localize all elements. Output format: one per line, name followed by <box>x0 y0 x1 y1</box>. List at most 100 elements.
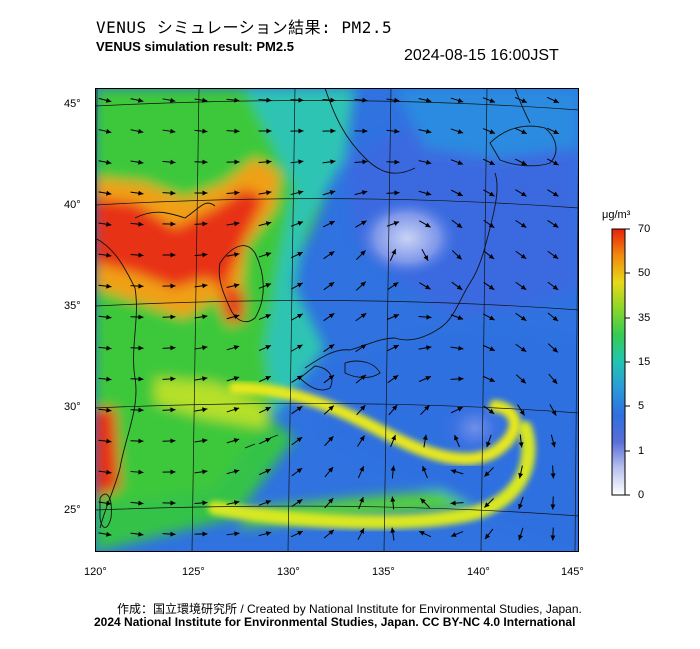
wind-arrow-head <box>519 409 525 416</box>
wind-arrow-head <box>550 504 556 510</box>
wind-arrow-head <box>233 469 240 475</box>
wind-arrow-head <box>170 345 176 351</box>
wind-arrow-head <box>297 344 303 350</box>
wind-arrow-head <box>106 438 112 444</box>
wind-arrow-head <box>458 345 464 351</box>
wind-arrow-head <box>297 282 303 288</box>
wind-arrow-head <box>451 532 457 537</box>
wind-arrow-head <box>265 407 271 412</box>
wind-arrow-head <box>489 346 495 351</box>
wind-arrow-head <box>520 253 527 259</box>
forecast-timestamp: 2024-08-15 16:00JST <box>404 47 559 64</box>
wind-arrow-head <box>266 128 272 134</box>
wind-arrow-head <box>202 438 208 444</box>
wind-arrow-head <box>423 255 429 261</box>
wind-arrow-head <box>234 221 240 227</box>
colorbar-bar <box>611 228 626 496</box>
wind-arrow-head <box>202 97 208 103</box>
wind-arrow-head <box>520 222 527 228</box>
wind-arrow-head <box>170 128 176 134</box>
wind-arrow-head <box>359 528 365 534</box>
wind-arrow-head <box>170 190 176 196</box>
wind-arrow-head <box>425 222 431 228</box>
wind-arrow-head <box>233 438 240 443</box>
wind-arrow-head <box>266 159 272 165</box>
wind-arrow-head <box>297 190 304 196</box>
wind-arrow-head <box>456 284 463 290</box>
wind-arrow-head <box>296 468 303 474</box>
wind-arrow-head <box>484 533 491 540</box>
wind-arrow-head <box>202 221 208 227</box>
wind-arrow-head <box>138 252 144 258</box>
wind-arrow-head <box>234 190 240 196</box>
wind-arrow-head <box>296 406 303 412</box>
wind-arrow-head <box>298 159 304 165</box>
wind-arrow-head <box>552 315 559 322</box>
wind-arrow-head <box>488 253 495 259</box>
wind-arrow-head <box>170 252 176 258</box>
wind-arrow-head <box>170 531 176 537</box>
wind-arrow-head <box>328 344 335 350</box>
wind-arrow-head <box>425 376 431 381</box>
wind-arrow-head <box>360 281 366 287</box>
lat-label-40: 40° <box>64 199 81 211</box>
wind-arrow-head <box>486 441 491 448</box>
wind-arrow-head <box>138 221 144 227</box>
wind-arrow-head <box>265 531 272 537</box>
wind-arrow-head <box>265 438 271 443</box>
wind-arrow-head <box>202 407 208 413</box>
wind-arrow-head <box>360 250 366 256</box>
colorbar-label-70: 70 <box>638 223 651 235</box>
wind-arrow-head <box>296 499 303 505</box>
wind-arrow-head <box>202 314 208 320</box>
wind-arrow-head <box>550 441 556 448</box>
wind-arrow-head <box>106 314 112 320</box>
wind-arrow-head <box>394 190 400 196</box>
wind-arrow-head <box>553 98 559 103</box>
wind-arrow-head <box>392 282 399 288</box>
wind-arrow-head <box>138 128 144 134</box>
wind-arrow-head <box>296 375 303 381</box>
wind-arrow-head <box>425 190 432 196</box>
wind-arrow-head <box>552 253 559 259</box>
lon-label-145: 145° <box>561 566 584 578</box>
wind-arrow-head <box>330 97 336 103</box>
wind-arrow-head <box>234 531 240 537</box>
wind-arrow-head <box>234 159 240 165</box>
wind-arrow-head <box>390 527 396 533</box>
wind-arrow-head <box>362 128 368 134</box>
wind-arrow-head <box>202 190 208 196</box>
wind-arrow-head <box>520 315 527 321</box>
wind-arrow-head <box>329 221 335 226</box>
wind-arrow-head <box>359 435 365 442</box>
wind-arrow-head <box>457 129 464 134</box>
lon-label-125: 125° <box>182 566 205 578</box>
wind-arrow-head <box>488 222 495 228</box>
wind-arrow-head <box>425 97 432 103</box>
wind-arrow-head <box>360 313 367 319</box>
wind-arrow-head <box>489 377 495 382</box>
wind-arrow-head <box>170 469 176 475</box>
wind-arrow-head <box>137 97 144 103</box>
wind-arrow-head <box>138 438 144 444</box>
wind-arrow-head <box>266 190 272 196</box>
wind-arrow-head <box>390 496 396 502</box>
wind-arrow-head <box>392 405 398 411</box>
wind-arrow-head <box>518 503 523 510</box>
wind-arrow-head <box>520 284 527 290</box>
wind-arrow-head <box>106 469 112 475</box>
wind-arrow-head <box>520 378 526 384</box>
wind-arrow-head <box>330 159 336 165</box>
wind-arrow-head <box>328 282 335 288</box>
wind-arrow-head <box>394 159 400 165</box>
wind-arrow-head <box>489 129 496 134</box>
wind-arrow-head <box>265 376 271 381</box>
wind-arrow-head <box>521 98 527 103</box>
wind-arrow-head <box>457 407 463 412</box>
wind-arrow-head <box>202 376 208 382</box>
wind-arrow-head <box>329 190 336 195</box>
wind-arrow-head <box>426 314 432 320</box>
wind-arrow-head <box>138 469 144 475</box>
wind-arrow-head <box>234 97 240 103</box>
wind-arrow-head <box>391 249 396 255</box>
